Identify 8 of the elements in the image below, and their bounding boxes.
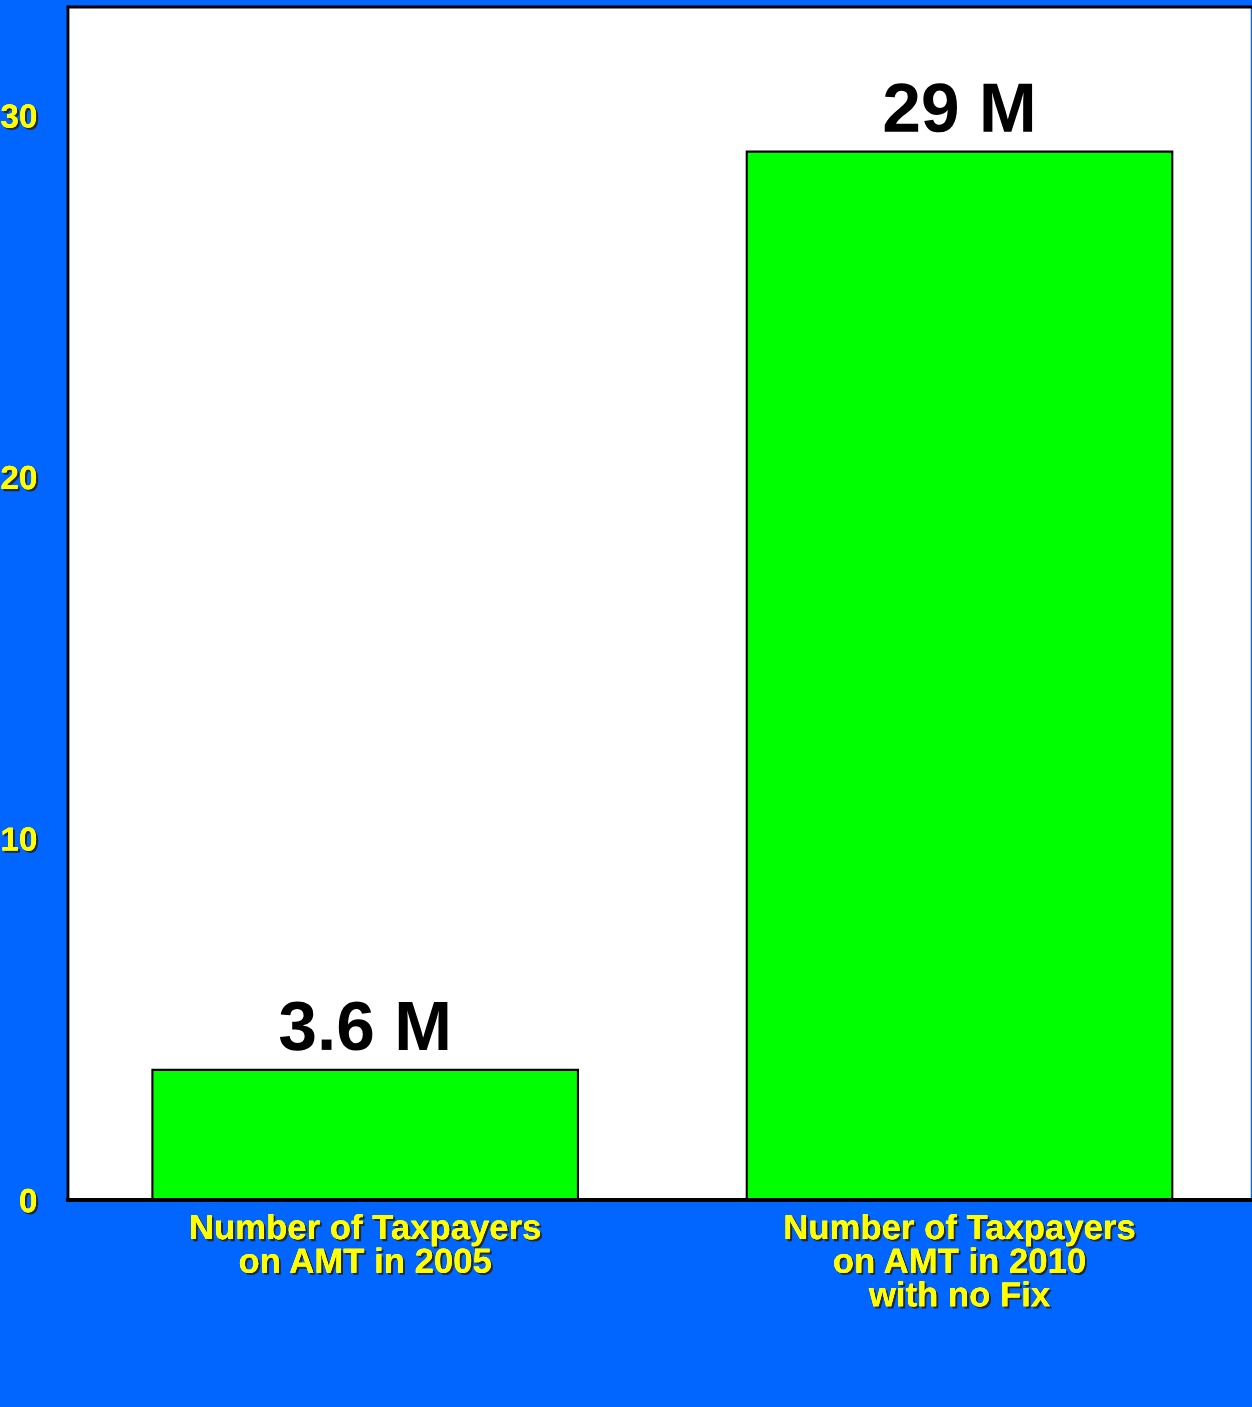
y-tick-label: 20 bbox=[1, 465, 39, 492]
data-label: 3.6 M bbox=[279, 1001, 448, 1051]
y-tick-label: 0 bbox=[20, 1188, 39, 1215]
y-tick-label: 30 bbox=[1, 104, 39, 130]
data-label: 29 M bbox=[884, 83, 1033, 133]
y-tick-label: 10 bbox=[2, 827, 39, 853]
x-tick-label: Number of Taxpayers on AMT in 2005 bbox=[191, 1213, 543, 1276]
x-tick-label: Number of Taxpayers on AMT in 2010 with no Fix bbox=[785, 1213, 1137, 1309]
